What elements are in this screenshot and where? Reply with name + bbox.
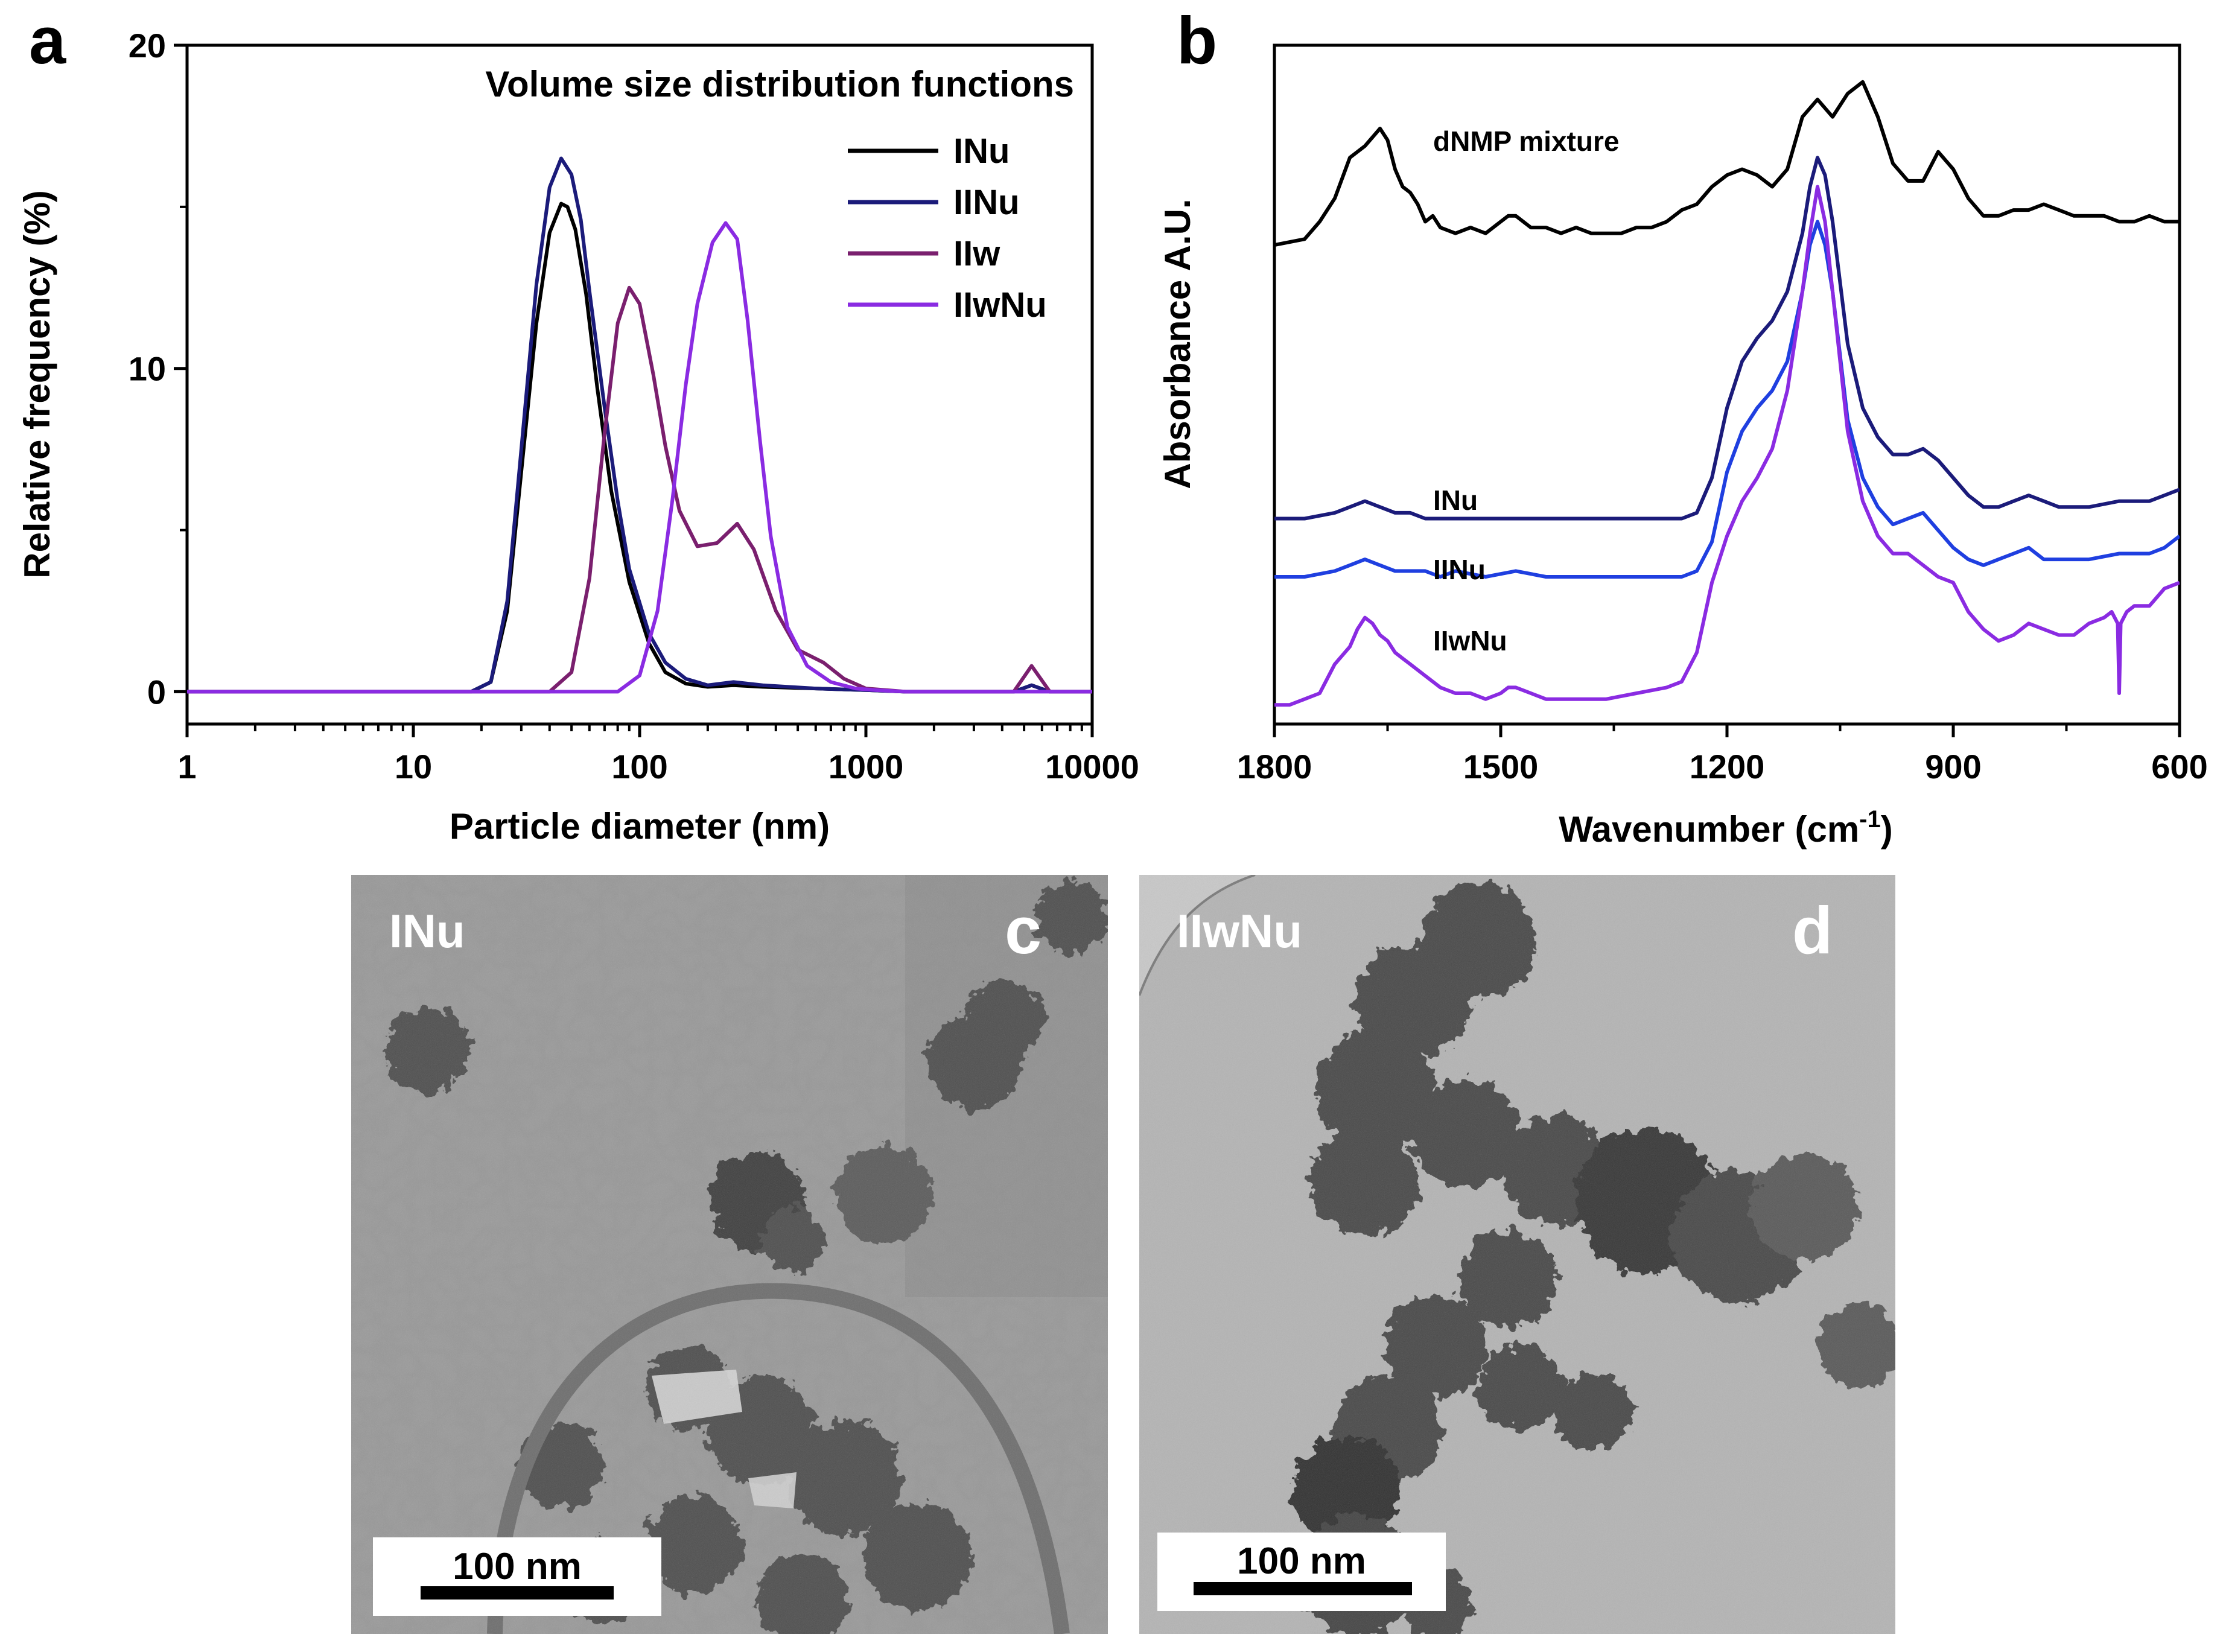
x-tick-label: 10000 <box>1045 748 1139 786</box>
panel-label-d: d <box>1792 894 1833 968</box>
panel-d-sample-label: IIwNu <box>1177 904 1302 958</box>
panel-label-c: c <box>1005 894 1042 968</box>
y-tick-label: 20 <box>129 27 166 65</box>
scale-bar-box <box>373 1537 661 1616</box>
y-tick-label: 10 <box>129 350 166 388</box>
x-tick-label: 10 <box>395 748 432 786</box>
panel-a-series <box>187 156 1092 694</box>
panel-a-xlabel: Particle diameter (nm) <box>450 806 830 847</box>
legend-label: IIwNu <box>953 285 1047 325</box>
x-tick-label: 100 <box>611 748 667 786</box>
panel-b-annotations: dNMP mixture INu IINu IIwNu <box>1433 125 1619 656</box>
scale-bar-line <box>421 1586 614 1600</box>
series-line-IIwNu <box>187 221 1092 694</box>
panel-d-micrograph <box>1139 875 1895 1634</box>
panel-c-sample-label: INu <box>389 904 465 958</box>
panel-b-annotation: IINu <box>1433 554 1486 585</box>
panel-a-legend: INu IINu IIw IIwNu <box>848 132 1047 325</box>
panel-c-micrograph <box>351 875 1108 1634</box>
scale-bar-line <box>1194 1582 1412 1595</box>
legend-label: INu <box>953 132 1010 171</box>
panel-a-chart: 1 10 100 1000 10000 0 10 20 Volume size distrib… <box>17 27 1139 847</box>
panel-b-xlabel-suffix: ) <box>1881 809 1893 850</box>
panel-c-scale-bar: 100 nm <box>373 1537 661 1616</box>
panel-b-ticks: 1800 1500 1200 900 600 <box>1237 724 2208 786</box>
panel-b-annotation: dNMP mixture <box>1433 125 1619 157</box>
legend-label: IINu <box>953 183 1020 222</box>
panel-b-xlabel-main: Wavenumber (cm <box>1559 809 1859 850</box>
x-tick-label: 1000 <box>828 748 904 786</box>
x-tick-label: 900 <box>1925 748 1981 786</box>
scale-bar-box <box>1157 1533 1446 1611</box>
x-tick-label: 1200 <box>1690 748 1765 786</box>
series-line-IIw <box>187 285 1092 694</box>
panel-d-scale-bar: 100 nm <box>1157 1533 1446 1611</box>
panel-c-scale-label: 100 nm <box>453 1546 582 1587</box>
panel-b-series <box>1274 80 2180 707</box>
series-line-INu <box>187 202 1092 694</box>
panel-label-a: a <box>29 4 66 78</box>
panel-a-title: Volume size distribution functions <box>485 64 1074 104</box>
panel-b-ylabel: Absorbance A.U. <box>1157 199 1198 489</box>
panel-label-b: b <box>1177 4 1217 78</box>
series-line-INu <box>1274 156 2180 521</box>
panel-d-scale-label: 100 nm <box>1237 1540 1366 1582</box>
panel-b-chart: 1800 1500 1200 900 600 dNMP mixture INu IINu II… <box>1157 43 2208 850</box>
panel-b-xlabel: Wavenumber (cm-1) <box>1559 806 1892 850</box>
x-tick-label: 1 <box>177 748 196 786</box>
legend-label: IIw <box>953 234 1000 273</box>
x-tick-label: 1500 <box>1463 748 1539 786</box>
panel-b-annotation: INu <box>1433 484 1478 516</box>
series-line-dNMP mixture <box>1274 80 2180 247</box>
x-tick-label: 600 <box>2151 748 2207 786</box>
series-line-IIwNu <box>1274 185 2180 707</box>
series-line-IINu <box>1274 220 2180 579</box>
panel-a-ticks: 1 10 100 1000 10000 0 10 20 <box>129 27 1139 786</box>
panel-b-xlabel-sup: -1 <box>1859 806 1881 833</box>
panel-b-annotation: IIwNu <box>1433 625 1507 656</box>
panel-a-ylabel: Relative frequency (%) <box>17 190 57 579</box>
panel-b-axes-frame <box>1273 43 2181 726</box>
x-tick-label: 1800 <box>1237 748 1312 786</box>
y-tick-label: 0 <box>147 673 166 711</box>
